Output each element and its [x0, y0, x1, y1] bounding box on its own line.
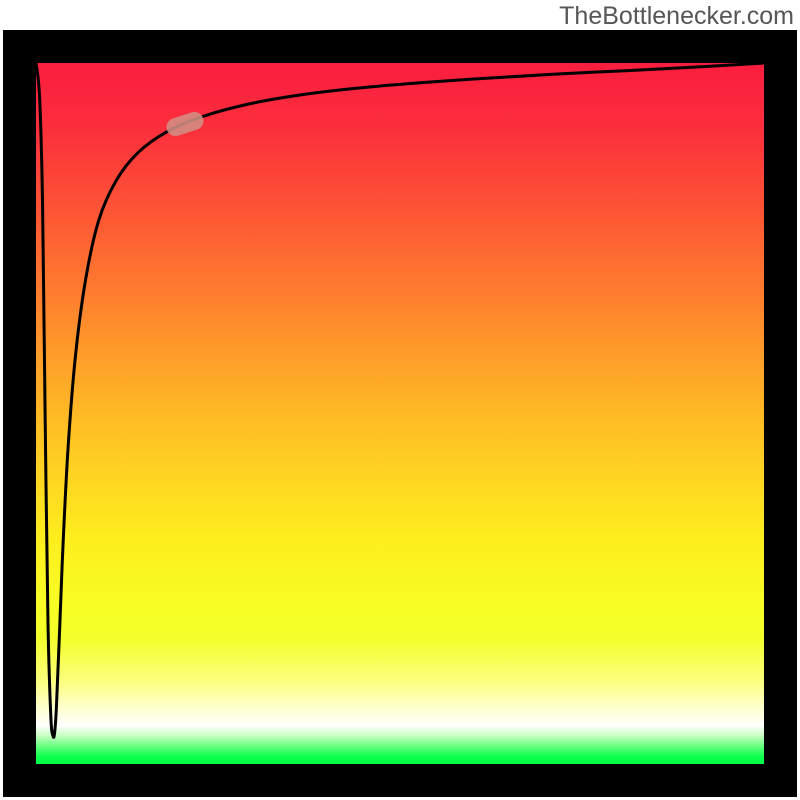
- watermark-text: TheBottlenecker.com: [559, 2, 794, 31]
- bottleneck-curve: [36, 63, 764, 737]
- curve-svg: [36, 63, 764, 764]
- chart-stage: { "canvas": { "width": 800, "height": 80…: [0, 0, 800, 800]
- plot-area: [36, 63, 764, 764]
